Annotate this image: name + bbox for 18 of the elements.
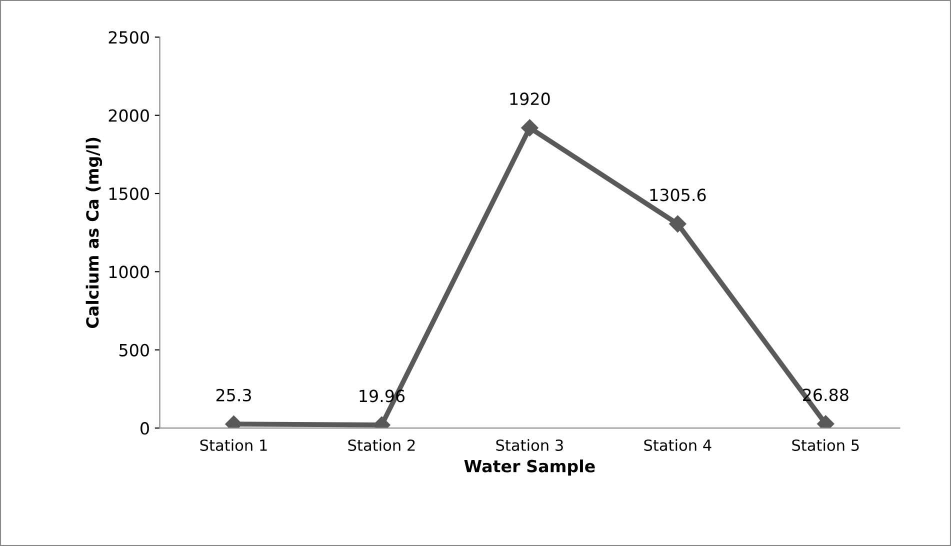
y-axis-title: Calcium as Ca (mg/l) bbox=[86, 138, 102, 328]
x-tick-label: Station 1 bbox=[200, 439, 267, 451]
y-tick-label: 0 bbox=[140, 422, 149, 435]
y-tick-label: 500 bbox=[120, 344, 149, 356]
x-tick-label: Station 3 bbox=[496, 439, 563, 451]
y-tick-label: 2000 bbox=[108, 109, 149, 122]
data-label: 1305.6 bbox=[650, 188, 706, 202]
point bbox=[669, 215, 686, 232]
x-tick-label: Station 5 bbox=[792, 439, 859, 451]
x-axis-title: Water Sample bbox=[464, 460, 595, 476]
y-tick-label: 1000 bbox=[109, 266, 149, 278]
point bbox=[521, 119, 538, 136]
x-tick-label: Station 2 bbox=[348, 439, 415, 451]
data-label: 1920 bbox=[510, 92, 550, 106]
y-tick-label: 2500 bbox=[108, 31, 149, 44]
data-label: 25.3 bbox=[216, 388, 251, 402]
y-tick-label: 1500 bbox=[109, 187, 149, 200]
x-tick-label: Station 4 bbox=[644, 439, 712, 451]
